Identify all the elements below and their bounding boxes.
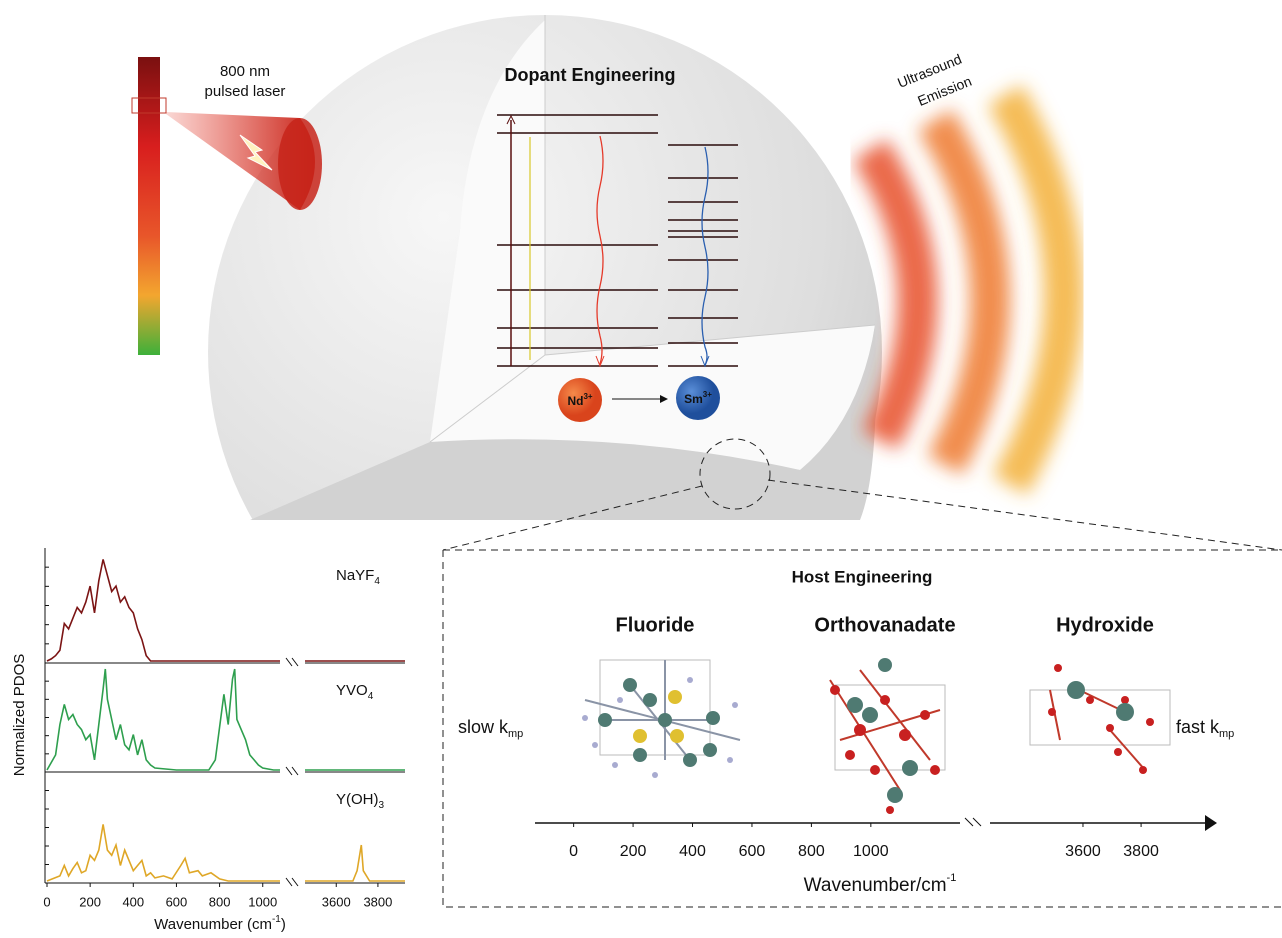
pdos-line [47, 559, 280, 661]
sphere [208, 15, 882, 689]
x-tick-label: 3600 [1065, 843, 1101, 860]
orthovanadate-structure [830, 658, 945, 814]
series-label: YVO4 [336, 682, 374, 702]
x-tick-label: 600 [166, 894, 188, 909]
ion-charge: 3+ [703, 390, 712, 399]
fluoride-structure [582, 660, 740, 778]
label-sub: mp [1219, 728, 1234, 740]
laser-spot [278, 118, 322, 210]
label-base: slow k [458, 717, 509, 737]
x-tick-label: 0 [43, 894, 50, 909]
label-sup: -1 [947, 872, 957, 884]
ion-base: Nd [567, 394, 583, 408]
ion-base: Sm [684, 392, 703, 406]
host-name: Orthovanadate [814, 614, 955, 636]
laser-label: 800 nm [220, 63, 270, 80]
pdos-line [47, 669, 280, 770]
label-sub: 3 [379, 800, 385, 811]
x-tick-label: 800 [209, 894, 231, 909]
host-name: Hydroxide [1056, 614, 1154, 636]
x-tick-label: 3800 [363, 894, 392, 909]
label-sub: 4 [368, 691, 374, 702]
label-base: Y(OH) [336, 791, 379, 808]
series-label: Y(OH)3 [336, 791, 385, 811]
x-tick-label: 1000 [853, 843, 889, 860]
x-tick-label: 800 [798, 843, 825, 860]
color-bar [138, 57, 160, 355]
x-tick-label: 0 [569, 843, 578, 860]
host-name: Fluoride [616, 614, 695, 636]
x-tick-label: 600 [739, 843, 766, 860]
label-after: ) [281, 916, 286, 933]
host-title: Host Engineering [792, 567, 933, 586]
label-base: fast k [1176, 717, 1220, 737]
label-sub: mp [508, 728, 523, 740]
pdos-line [305, 845, 405, 881]
x-tick-label: 1000 [248, 894, 277, 909]
x-tick-label: 200 [620, 843, 647, 860]
hydroxide-structure [1030, 664, 1170, 774]
axis-break [286, 658, 298, 666]
x-tick-label: 3600 [322, 894, 351, 909]
dopant-title: Dopant Engineering [505, 65, 676, 85]
label-sub: 4 [374, 576, 380, 587]
fast-label: fast kmp [1176, 717, 1234, 740]
ultrasound-waves [870, 95, 1064, 485]
axis-arrow [1205, 815, 1217, 831]
axis-break [286, 767, 298, 775]
ion-charge: 3+ [583, 392, 592, 401]
x-tick-label: 3800 [1123, 843, 1159, 860]
figure: Ultrasound Emission 800 nm pulsed laser … [0, 0, 1282, 938]
axis-label: Wavenumber/cm-1 [804, 872, 957, 896]
x-tick-label: 400 [679, 843, 706, 860]
x-axis-label: Wavenumber (cm-1) [154, 914, 286, 933]
label-base: YVO [336, 682, 368, 699]
y-axis-label: Normalized PDOS [11, 654, 28, 777]
label-base: NaYF [336, 567, 374, 584]
axis-break [286, 878, 298, 886]
x-tick-label: 400 [122, 894, 144, 909]
label-base: Wavenumber/cm [804, 875, 947, 896]
slow-label: slow kmp [458, 717, 523, 740]
laser-label: pulsed laser [205, 83, 286, 100]
host-axis: 0 200 400 600 800 1000 3600 3800 Wavenumber/cm-1 [535, 815, 1217, 896]
pdos-line [47, 824, 280, 881]
series-label: NaYF4 [336, 567, 380, 587]
axis-break [965, 818, 981, 826]
x-tick-label: 200 [79, 894, 101, 909]
label-base: Wavenumber (cm [154, 916, 272, 933]
